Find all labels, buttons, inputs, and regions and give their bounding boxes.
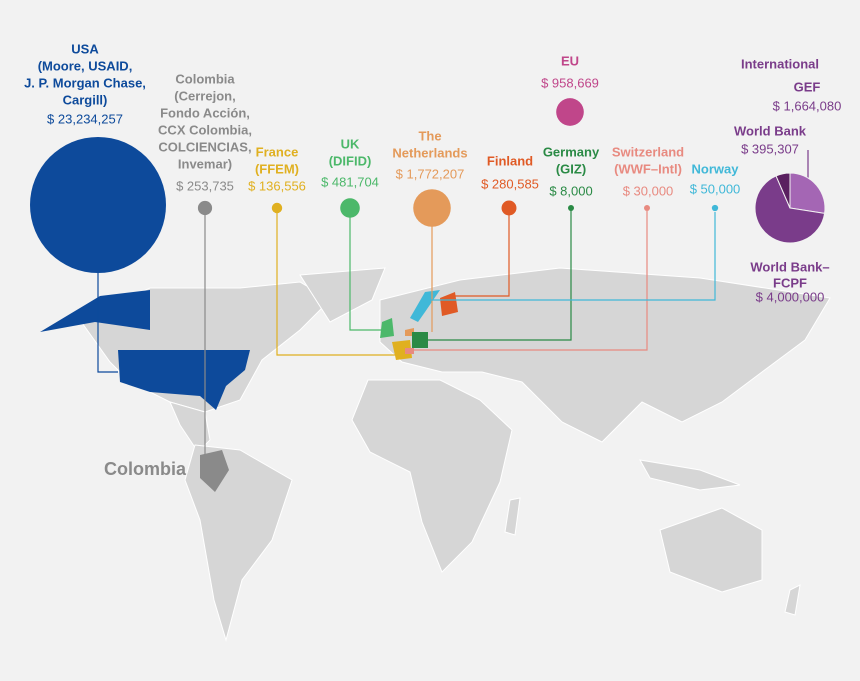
switzerland (405, 348, 414, 354)
donor-name: (DIFID) (329, 153, 372, 168)
donor-amount: $ 30,000 (623, 183, 674, 198)
leader-line (430, 212, 716, 301)
pie-slice (754, 175, 826, 244)
donor-name: Finland (487, 153, 533, 168)
segment-name: World Bank (734, 123, 807, 138)
leader-lines (97, 150, 809, 460)
donor-amount: $ 8,000 (549, 183, 592, 198)
bubble (271, 202, 283, 214)
pie-slice (789, 172, 826, 214)
australia (659, 507, 763, 593)
alaska (40, 290, 150, 332)
donor-name: Colombia (175, 71, 235, 86)
donor-amount: $ 253,735 (176, 178, 234, 193)
leader-line (349, 217, 385, 331)
donor-name: Switzerland (612, 144, 684, 159)
bubble (501, 200, 517, 216)
south-america (184, 444, 293, 642)
donor-name: Norway (692, 161, 740, 176)
leader-line (276, 213, 395, 356)
segment-amount: $ 4,000,000 (756, 289, 825, 304)
international-title: International (741, 56, 819, 71)
pie-slice (775, 172, 791, 209)
new-zealand (784, 584, 801, 616)
bubble (340, 198, 360, 218)
leader-line (425, 210, 572, 341)
segment-amount: $ 395,307 (741, 141, 799, 156)
uk (380, 318, 394, 338)
greenland (299, 267, 386, 323)
donor-amount: $ 481,704 (321, 174, 379, 189)
donor-name: J. P. Morgan Chase, (24, 75, 146, 90)
donor-name: (GIZ) (556, 161, 586, 176)
madagascar (504, 497, 521, 536)
donor-name: (WWF–Intl) (614, 161, 682, 176)
segment-name: FCPF (773, 275, 807, 290)
france (392, 340, 412, 360)
donor-name: Invemar) (178, 156, 232, 171)
colombia (200, 450, 229, 492)
donor-name: (Moore, USAID, (38, 58, 133, 73)
donor-amount: $ 280,585 (481, 176, 539, 191)
segment-name: World Bank– (750, 259, 829, 274)
bubble (568, 205, 574, 211)
donor-name: USA (71, 41, 99, 56)
donor-amount: $ 136,556 (248, 178, 306, 193)
donor-name: (Cerrejon, (174, 88, 235, 103)
donor-name: UK (341, 136, 360, 151)
leader-line (455, 215, 510, 297)
donor-name: Cargill) (63, 92, 108, 107)
indonesia (639, 459, 741, 491)
bubble (413, 189, 451, 227)
donor-amount: $ 50,000 (690, 181, 741, 196)
segment-name: GEF (794, 79, 821, 94)
map-label: Colombia (104, 459, 187, 479)
donor-name: CCX Colombia, (158, 122, 252, 137)
donor-name: Germany (543, 144, 600, 159)
donor-name: France (256, 144, 299, 159)
leader-line (410, 211, 648, 351)
bubble (711, 204, 719, 212)
bubble (644, 205, 650, 211)
donor-name: Netherlands (392, 145, 467, 160)
donor-amount: $ 1,772,207 (396, 166, 465, 181)
germany (412, 332, 428, 348)
bubble (556, 98, 584, 126)
leader-line (97, 273, 118, 373)
donor-name: Fondo Acción, (160, 105, 250, 120)
world-map (40, 267, 831, 642)
donor-name: EU (561, 53, 579, 68)
donor-name: (FFEM) (255, 161, 299, 176)
africa (351, 379, 513, 573)
netherlands (405, 328, 414, 336)
donor-amount: $ 23,234,257 (47, 111, 123, 126)
segment-amount: $ 1,664,080 (773, 98, 842, 113)
bubble (197, 200, 213, 216)
usa (118, 350, 250, 410)
donor-name: The (418, 128, 441, 143)
donor-amount: $ 958,669 (541, 75, 599, 90)
eurasia (379, 267, 831, 443)
bubble (30, 137, 166, 273)
finland (440, 292, 458, 316)
donor-name: COLCIENCIAS, (158, 139, 251, 154)
